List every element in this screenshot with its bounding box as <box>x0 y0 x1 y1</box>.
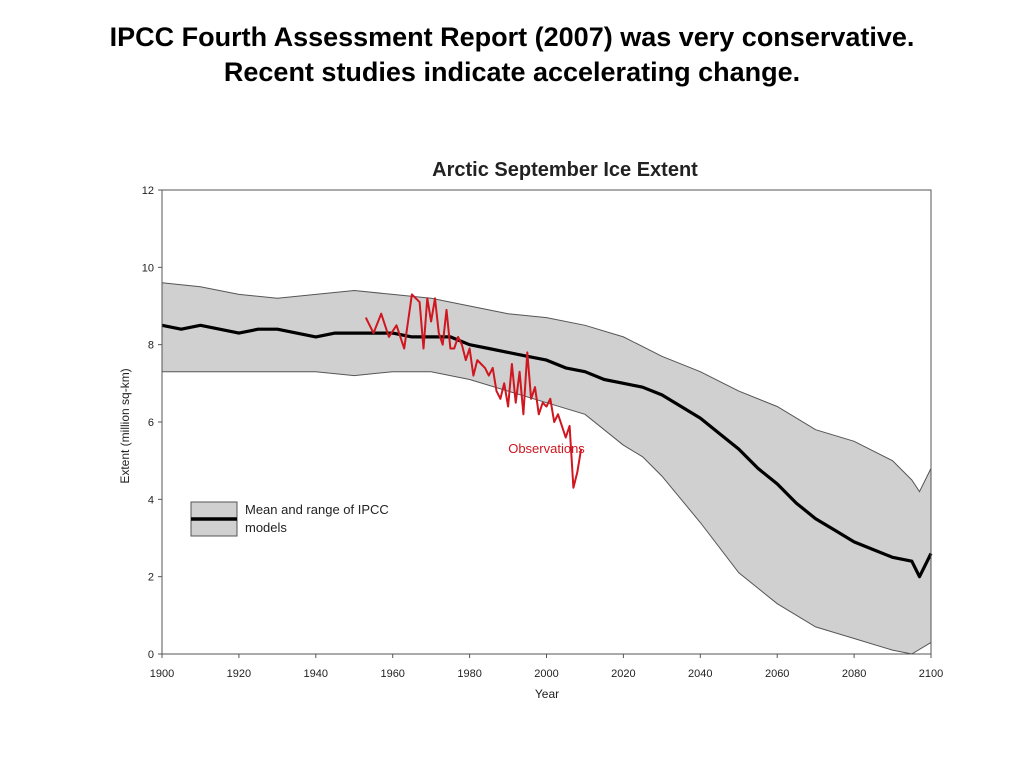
legend-entry-1: Mean and range of IPCC <box>245 502 389 517</box>
y-tick-label: 12 <box>142 185 154 197</box>
y-tick-label: 6 <box>148 417 154 429</box>
axis-tick-layer: 1900 1920 1940 1960 1980 2000 2020 2040 2060 2080… <box>142 185 943 680</box>
model-mean-line <box>161 323 933 579</box>
slide-title-line1: IPCC Fourth Assessment Report (2007) was… <box>109 22 915 52</box>
slide-title: IPCC Fourth Assessment Report (2007) was… <box>0 20 1024 90</box>
model-range-band-layer <box>162 282 931 654</box>
x-tick-label: 2100 <box>919 668 943 680</box>
observations-annotation: Observations <box>508 441 585 456</box>
y-tick-label: 10 <box>142 262 154 274</box>
slide-title-line2: Recent studies indicate accelerating cha… <box>223 57 801 87</box>
series-line-layer <box>161 282 933 655</box>
y-tick-label: 0 <box>148 649 154 661</box>
model-range-upper-line <box>161 282 932 493</box>
x-tick-label: 2000 <box>534 668 558 680</box>
model-range-lower-line <box>162 371 932 655</box>
legend-entry-2: models <box>245 520 287 535</box>
y-tick-label: 8 <box>148 340 154 352</box>
x-tick-label: 1960 <box>380 668 404 680</box>
observations-line <box>364 293 583 489</box>
model-range-band <box>162 282 931 654</box>
x-tick-label: 1900 <box>150 668 174 680</box>
x-tick-label: 2080 <box>842 668 866 680</box>
x-tick-label: 1940 <box>304 668 328 680</box>
x-tick-label: 1980 <box>457 668 481 680</box>
y-tick-label: 2 <box>148 572 154 584</box>
y-axis-label: Extent (million sq-km) <box>118 368 132 483</box>
y-tick-label: 4 <box>148 494 154 506</box>
x-axis-label: Year <box>535 687 559 701</box>
chart-title: Arctic September Ice Extent <box>432 159 698 181</box>
x-tick-label: 2040 <box>688 668 712 680</box>
x-tick-label: 2020 <box>611 668 635 680</box>
legend: Mean and range of IPCC models <box>190 501 389 537</box>
x-tick-label: 2060 <box>765 668 789 680</box>
x-tick-label: 1920 <box>227 668 251 680</box>
